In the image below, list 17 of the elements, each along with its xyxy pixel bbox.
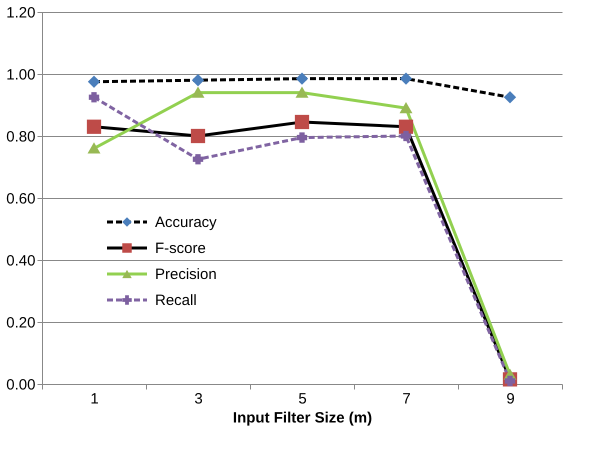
legend-label: Recall bbox=[155, 292, 197, 309]
x-tick-label: 7 bbox=[402, 390, 411, 408]
x-tick-label: 5 bbox=[298, 390, 307, 408]
y-tick-label: 0.00 bbox=[6, 376, 36, 394]
x-tick-label: 1 bbox=[90, 390, 99, 408]
y-tick-label: 0.60 bbox=[6, 190, 36, 208]
legend-label: Accuracy bbox=[155, 214, 218, 231]
y-tick-label: 0.80 bbox=[6, 128, 36, 146]
legend-label: F-score bbox=[155, 240, 206, 257]
y-tick-label: 0.40 bbox=[6, 252, 36, 270]
y-tick-label: 1.20 bbox=[6, 4, 36, 22]
legend-label: Precision bbox=[155, 266, 217, 283]
x-tick-label: 3 bbox=[194, 390, 203, 408]
y-tick-label: 0.20 bbox=[6, 314, 36, 332]
x-axis-title: Input Filter Size (m) bbox=[232, 410, 372, 426]
x-tick-label: 9 bbox=[506, 390, 515, 408]
y-tick-label: 1.00 bbox=[6, 66, 36, 84]
